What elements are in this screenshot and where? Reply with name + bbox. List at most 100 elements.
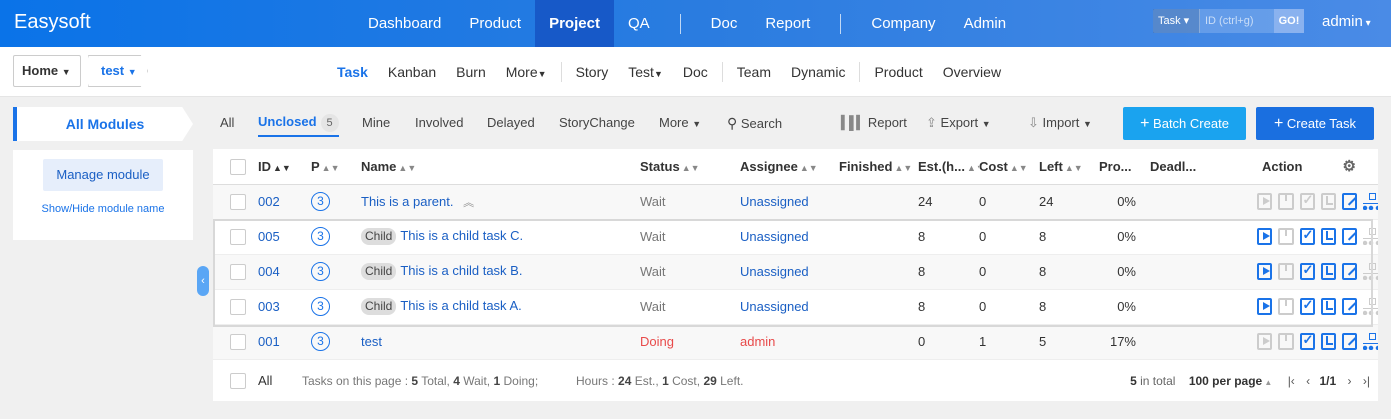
col-left[interactable]: Left ▲▼ [1039,149,1099,185]
manage-module-button[interactable]: Manage module [43,159,163,191]
toggle-module-name-link[interactable]: Show/Hide module name [41,203,165,215]
task-id[interactable]: 004 [258,264,280,279]
record-effort-icon[interactable] [1320,263,1336,280]
filter-all[interactable]: All [220,115,235,130]
nav-dashboard[interactable]: Dashboard [368,15,442,32]
col-finished[interactable]: Finished ▲▼ [839,149,918,185]
record-effort-icon[interactable] [1320,298,1336,315]
subnav-doc[interactable]: Doc [682,64,708,80]
subdivide-task-icon[interactable] [1363,228,1378,245]
subnav-burn[interactable]: Burn [456,64,486,80]
subnav-kanban[interactable]: Kanban [387,64,437,80]
nav-report[interactable]: Report [765,15,811,32]
subdivide-task-icon[interactable] [1363,333,1378,350]
filter-unclosed[interactable]: Unclosed 5 [258,107,339,137]
row-checkbox[interactable] [230,228,246,245]
task-assignee[interactable]: Unassigned [740,299,809,314]
nav-qa[interactable]: QA [627,15,650,32]
all-modules-title[interactable]: All Modules [13,107,193,141]
search-input[interactable]: ID (ctrl+g) [1205,15,1254,27]
col-status[interactable]: Status ▲▼ [640,149,740,185]
table-row[interactable]: 002 3 This is a parent. ︽ Wait Unassigned 24 0… [213,184,1378,220]
nav-project[interactable]: Project [535,0,614,47]
row-checkbox[interactable] [230,298,246,315]
table-row[interactable]: 003 3 Child This is a child task A. Wait Unas… [213,289,1378,325]
start-task-icon[interactable] [1257,298,1273,315]
row-checkbox[interactable] [230,263,246,280]
task-assignee[interactable]: Unassigned [740,229,809,244]
nav-admin[interactable]: Admin [963,15,1007,32]
subnav-test[interactable]: Test▼ [628,64,663,80]
start-task-icon[interactable] [1257,193,1273,210]
finish-task-icon[interactable] [1299,227,1315,245]
nav-company[interactable]: Company [871,15,936,32]
col-deadline[interactable]: Deadl... [1150,149,1205,185]
import-button[interactable]: ⇩ Import ▼ [1028,115,1092,130]
batch-create-button[interactable]: + Batch Create [1123,107,1246,140]
finish-task-icon[interactable] [1299,262,1315,280]
col-assignee[interactable]: Assignee ▲▼ [740,149,839,185]
pause-task-icon[interactable] [1278,263,1294,280]
task-assignee[interactable]: Unassigned [740,264,809,279]
record-effort-icon[interactable] [1320,228,1336,245]
search-go-button[interactable]: GO! [1274,9,1304,33]
select-all-checkbox[interactable] [230,158,246,175]
table-row[interactable]: 001 3 test Doing admin 0 1 5 17% [213,324,1378,360]
next-page-icon[interactable]: › [1347,374,1352,388]
filter-storychange[interactable]: StoryChange [559,115,635,130]
search-type-select[interactable]: Task ▾ [1153,9,1200,33]
finish-task-icon[interactable] [1299,192,1315,210]
start-task-icon[interactable] [1257,263,1273,280]
search-toggle[interactable]: ⚲ Search [727,115,783,131]
collapse-children-icon[interactable]: ︽ [463,196,475,209]
subnav-team[interactable]: Team [736,64,771,80]
create-task-button[interactable]: + Create Task [1256,107,1374,140]
task-name-link[interactable]: test [361,334,382,349]
filter-involved[interactable]: Involved [415,115,464,130]
subnav-story[interactable]: Story [575,64,609,80]
col-cost[interactable]: Cost ▲▼ [979,149,1039,185]
nav-doc[interactable]: Doc [710,15,738,32]
task-id[interactable]: 003 [258,299,280,314]
col-priority[interactable]: P ▲▼ [311,149,361,185]
record-effort-icon[interactable] [1320,193,1336,210]
task-name-link[interactable]: This is a child task C. [400,228,524,243]
report-button[interactable]: ▍▌▍ Report [841,115,907,130]
per-page-select[interactable]: 100 per page [1188,374,1263,388]
task-assignee[interactable]: Unassigned [740,194,809,209]
pause-task-icon[interactable] [1278,333,1294,350]
nav-product[interactable]: Product [469,15,522,32]
footer-select-all-checkbox[interactable] [230,373,246,389]
edit-task-icon[interactable] [1342,228,1358,245]
subnav-more[interactable]: More▼ [505,64,547,80]
task-name-link[interactable]: This is a parent. [361,193,454,209]
gear-icon[interactable]: ⚙ [1342,158,1356,176]
subdivide-task-icon[interactable] [1363,263,1378,280]
collapse-sidebar-button[interactable]: ‹ [197,266,209,296]
table-row[interactable]: 005 3 Child This is a child task C. Wait Unas… [213,219,1378,255]
task-id[interactable]: 001 [258,334,280,349]
breadcrumb-project[interactable]: test ▼ [88,55,148,87]
filter-more[interactable]: More ▼ [659,115,702,130]
col-estimate[interactable]: Est.(h...▲▼ [918,149,979,185]
first-page-icon[interactable]: |‹ [1287,374,1295,388]
pause-task-icon[interactable] [1278,298,1294,315]
task-assignee[interactable]: admin [740,334,776,349]
breadcrumb-home[interactable]: Home ▼ [13,55,81,87]
pause-task-icon[interactable] [1278,193,1294,210]
edit-task-icon[interactable] [1342,193,1358,210]
task-id[interactable]: 002 [258,194,280,209]
start-task-icon[interactable] [1257,333,1273,350]
pause-task-icon[interactable] [1278,228,1294,245]
prev-page-icon[interactable]: ‹ [1306,374,1311,388]
task-id[interactable]: 005 [258,229,280,244]
col-name[interactable]: Name ▲▼ [361,149,640,185]
edit-task-icon[interactable] [1342,263,1358,280]
edit-task-icon[interactable] [1342,333,1358,350]
subnav-task[interactable]: Task [337,64,368,80]
finish-task-icon[interactable] [1299,332,1315,350]
brand-logo[interactable]: Easysoft [14,11,91,33]
last-page-icon[interactable]: ›| [1362,374,1370,388]
filter-delayed[interactable]: Delayed [487,115,535,130]
task-name-link[interactable]: This is a child task A. [400,298,522,313]
